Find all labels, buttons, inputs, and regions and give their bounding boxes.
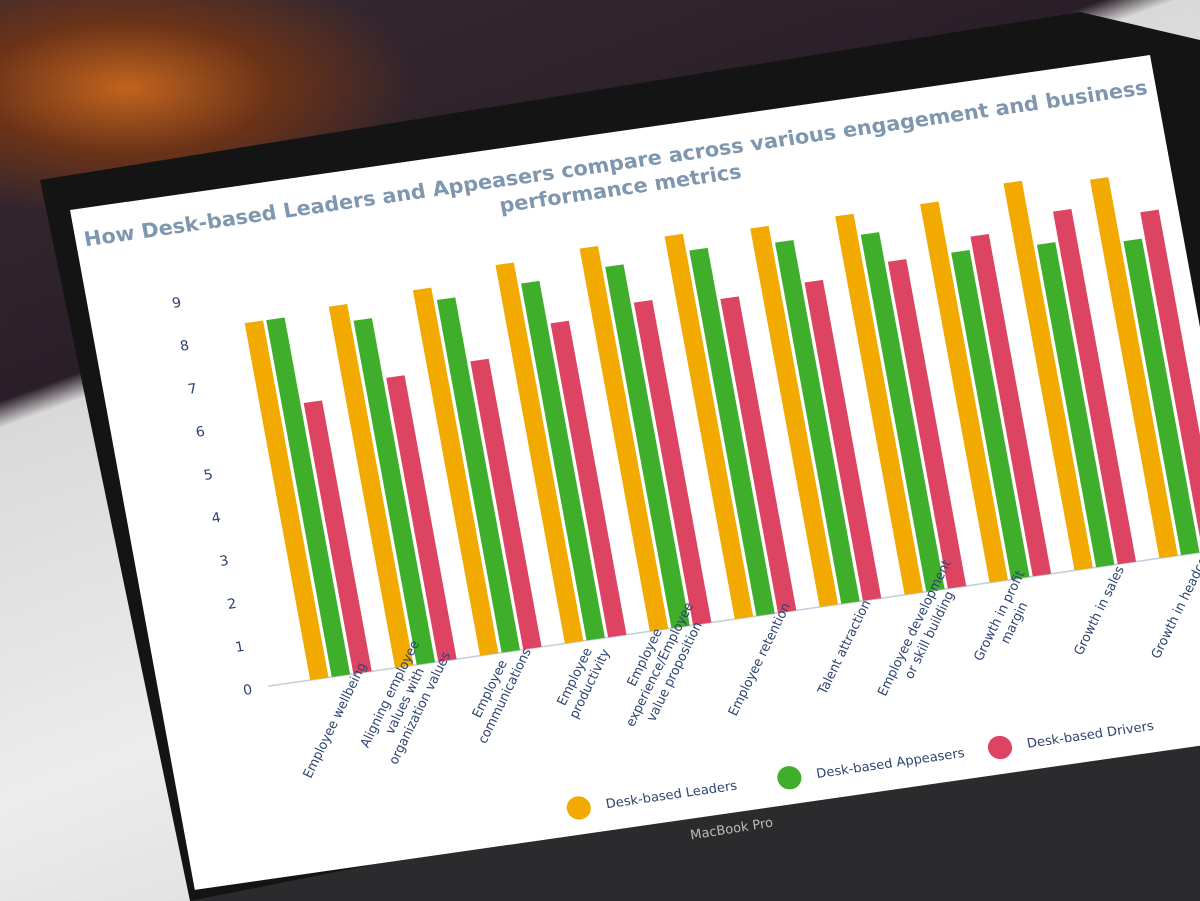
x-tick-label: Employeeproductivity: [552, 639, 614, 721]
y-tick-label: 4: [210, 510, 222, 527]
legend-label: Desk-based Drivers: [1026, 719, 1155, 752]
bar-desk-based-leaders: [328, 304, 414, 668]
y-tick-label: 9: [171, 295, 183, 312]
bar-desk-based-drivers: [1052, 208, 1137, 565]
legend-label: Desk-based Appeasers: [815, 746, 966, 782]
bar-desk-based-leaders: [244, 320, 329, 681]
bar-desk-based-drivers: [470, 358, 542, 650]
bar-desk-based-appeasers: [605, 264, 690, 629]
x-tick-label: Talent attraction: [815, 598, 875, 698]
x-tick-label: Employeecommunications: [461, 639, 536, 746]
bar-desk-based-appeasers: [775, 240, 860, 604]
bar-desk-based-appeasers: [1036, 242, 1115, 568]
y-tick-label: 6: [195, 424, 207, 441]
bar-desk-based-leaders: [750, 225, 839, 607]
bar-desk-based-leaders: [412, 287, 499, 656]
bar-desk-based-drivers: [970, 234, 1052, 577]
screen: How Desk-based Leaders and Appeasers com…: [70, 55, 1200, 890]
x-tick-label: Growth in sales: [1071, 564, 1128, 658]
bar-desk-based-appeasers: [1123, 238, 1200, 556]
bar-desk-based-drivers: [386, 375, 457, 662]
legend-marker: [777, 766, 802, 790]
legend-marker: [566, 796, 591, 820]
bar-desk-based-drivers: [550, 320, 627, 638]
bar-desk-based-leaders: [579, 245, 669, 632]
bar-desk-based-leaders: [920, 201, 1008, 583]
y-tick-label: 0: [242, 682, 254, 699]
bar-desk-based-drivers: [887, 259, 967, 589]
y-tick-label: 3: [218, 553, 230, 570]
bar-desk-based-drivers: [804, 279, 882, 601]
bar-desk-based-appeasers: [860, 232, 945, 592]
bar-desk-based-leaders: [1003, 180, 1093, 571]
bar-desk-based-appeasers: [353, 318, 436, 665]
bar-desk-based-leaders: [1089, 177, 1178, 559]
bar-desk-based-leaders: [664, 233, 754, 620]
bar-desk-based-drivers: [720, 296, 797, 613]
bar-desk-based-appeasers: [266, 317, 351, 678]
bar-desk-based-appeasers: [436, 297, 520, 653]
y-tick-label: 8: [179, 338, 191, 355]
bar-desk-based-leaders: [495, 262, 584, 644]
legend-label: Desk-based Leaders: [605, 779, 739, 812]
y-tick-label: 1: [234, 639, 246, 656]
bar-desk-based-appeasers: [951, 250, 1030, 580]
y-tick-label: 2: [226, 596, 238, 613]
bar-desk-based-drivers: [303, 400, 372, 674]
bar-desk-based-leaders: [835, 213, 924, 595]
x-tick-label: Aligning employeevalues withorganization…: [356, 635, 454, 767]
y-tick-label: 5: [202, 467, 214, 484]
bar-desk-based-appeasers: [521, 280, 605, 641]
bar-desk-based-drivers: [1140, 209, 1200, 553]
bar-desk-based-appeasers: [689, 247, 775, 617]
y-tick-label: 7: [187, 381, 199, 398]
legend-marker: [987, 735, 1013, 760]
bar-desk-based-drivers: [633, 299, 712, 626]
